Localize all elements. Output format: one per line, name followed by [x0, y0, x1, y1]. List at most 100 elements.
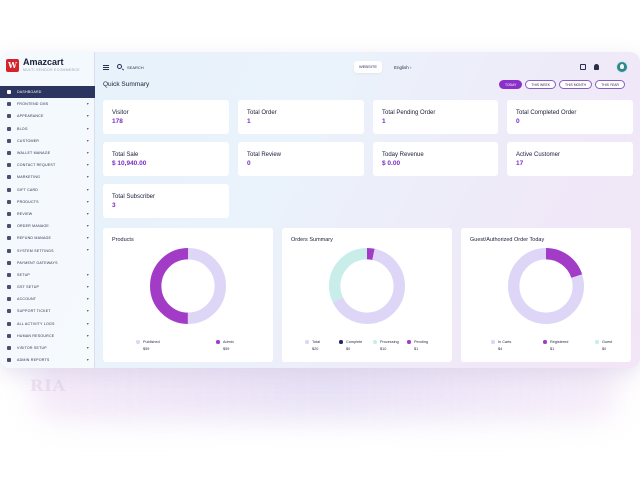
search-input[interactable]: SEARCH: [127, 65, 144, 70]
sidebar-item-label: MARKETING: [17, 175, 41, 180]
legend-dot: [491, 340, 495, 344]
legend-dot: [216, 340, 220, 344]
page-title: Quick Summary: [103, 81, 150, 88]
sidebar-item-label: ACCOUNT: [17, 297, 37, 302]
sidebar-item-label: ADMIN REPORTS: [17, 358, 50, 363]
chevron-down-icon: ▾: [86, 210, 89, 216]
legend-item[interactable]: Complete $0: [339, 340, 362, 351]
sidebar-item-icon: [7, 102, 11, 107]
sidebar-item[interactable]: ORDER MANAGE ▾: [0, 220, 95, 232]
sidebar-item[interactable]: DASHBOARD: [0, 86, 95, 99]
brand-logo: W: [6, 59, 19, 72]
sidebar-item-icon: [7, 163, 11, 168]
legend-item[interactable]: Processing $10: [373, 340, 399, 351]
sidebar-item[interactable]: BLOG ▾: [0, 123, 95, 135]
sidebar-item-icon: [7, 297, 11, 302]
sidebar-item-label: ORDER MANAGE: [17, 224, 49, 229]
summary-card: Total Review 0: [238, 142, 364, 176]
sidebar-item[interactable]: GST SETUP ▾: [0, 281, 95, 293]
legend-item[interactable]: Published $59: [136, 340, 160, 351]
legend-label: Admin: [223, 340, 234, 344]
legend-dot: [407, 340, 411, 344]
legend-value: $10: [380, 347, 387, 351]
legend-value: $59: [143, 347, 150, 351]
legend-dot: [136, 340, 140, 344]
sidebar-nav: DASHBOARD FRONTEND CMS ▾ APPEARANCE ▾ BLOG ▾ CU…: [0, 86, 95, 366]
sidebar-item[interactable]: APPEARANCE ▾: [0, 110, 95, 122]
sidebar-item[interactable]: PAYMENT GATEWAYS: [0, 257, 95, 269]
notification-bell-icon[interactable]: [594, 64, 599, 70]
filter-button[interactable]: THIS YEAR: [595, 80, 625, 89]
sidebar-item-label: REFUND MANAGE: [17, 236, 52, 241]
sidebar-item-label: SYSTEM SETTINGS: [17, 248, 54, 253]
sidebar-item-label: APPEARANCE: [17, 114, 44, 119]
legend-label: Processing: [380, 340, 399, 344]
donut-slice-in-carts[interactable]: [508, 248, 584, 324]
donut-slice-processing[interactable]: [329, 248, 405, 324]
sidebar-item-icon: [7, 199, 11, 204]
language-label: English: [394, 65, 409, 70]
legend-item[interactable]: Pending $1: [407, 340, 428, 351]
summary-card: Visitor 178: [103, 100, 229, 134]
legend-label: Published: [143, 340, 160, 344]
sidebar-item[interactable]: HUMAN RESOURCE ▾: [0, 330, 95, 342]
legend-item[interactable]: Guest $0: [595, 340, 612, 351]
sidebar-item[interactable]: MARKETING ▾: [0, 171, 95, 183]
sidebar-item[interactable]: REFUND MANAGE ▾: [0, 232, 95, 244]
chevron-down-icon: ▾: [86, 247, 89, 253]
sidebar-item[interactable]: VISITOR SETUP ▾: [0, 342, 95, 354]
summary-card: Total Subscriber 3: [103, 184, 229, 218]
legend-label: Pending: [414, 340, 428, 344]
filter-button[interactable]: THIS WEEK: [525, 80, 557, 89]
sidebar-item[interactable]: PRODUCTS ▾: [0, 196, 95, 208]
filter-button[interactable]: TODAY: [499, 80, 523, 89]
summary-card-label: Total Review: [247, 152, 282, 158]
donut-chart: [150, 248, 226, 324]
sidebar-item[interactable]: GIFT CARD ▾: [0, 184, 95, 196]
legend-item[interactable]: In Carts $4: [491, 340, 511, 351]
sidebar-item[interactable]: ADMIN REPORTS ▾: [0, 354, 95, 366]
sidebar-item[interactable]: WALLET MANAGE ▾: [0, 147, 95, 159]
sidebar-item[interactable]: SETUP ▾: [0, 269, 95, 281]
summary-card-label: Visitor: [112, 110, 129, 116]
brand-subtitle: MULTI VENDOR ECOMMERCE: [23, 68, 80, 72]
summary-card-label: Total Completed Order: [516, 110, 577, 116]
legend-value: $0: [602, 347, 607, 351]
sidebar-item-icon: [7, 333, 11, 338]
legend-item[interactable]: Registered $1: [543, 340, 569, 351]
website-button[interactable]: WEBSITE: [354, 61, 382, 73]
sidebar-item[interactable]: ALL ACTIVITY LOGS ▾: [0, 318, 95, 330]
legend-label: Registered: [550, 340, 569, 344]
sidebar-item[interactable]: FRONTEND CMS ▾: [0, 98, 95, 110]
chevron-down-icon: ▾: [86, 198, 89, 204]
user-avatar[interactable]: [616, 61, 628, 73]
summary-card-value: 178: [112, 118, 123, 125]
sidebar-item[interactable]: SYSTEM SETTINGS ▾: [0, 244, 95, 256]
legend-item[interactable]: Admin $59: [216, 340, 234, 351]
summary-card-label: Today Revenue: [382, 152, 424, 158]
legend-item[interactable]: Total $20: [305, 340, 320, 351]
donut-slice-total[interactable]: [329, 248, 405, 324]
legend-dot: [595, 340, 599, 344]
sidebar-item-label: GIFT CARD: [17, 187, 39, 192]
donut-chart: [508, 248, 584, 324]
chevron-down-icon: ▾: [86, 162, 89, 168]
sidebar-item-icon: [7, 138, 11, 143]
hamburger-menu-icon[interactable]: [103, 65, 109, 70]
sidebar-item-icon: [7, 114, 11, 119]
sidebar-item[interactable]: ACCOUNT ▾: [0, 293, 95, 305]
language-select[interactable]: English ›: [394, 65, 412, 70]
summary-card-label: Total Sale: [112, 152, 139, 158]
sidebar-item[interactable]: REVIEW ▾: [0, 208, 95, 220]
sidebar-item[interactable]: CUSTOMER ▾: [0, 135, 95, 147]
summary-card-label: Total Subscriber: [112, 194, 156, 200]
donut-slice-admin[interactable]: [150, 248, 226, 324]
fullscreen-icon[interactable]: [580, 64, 586, 70]
brand[interactable]: W Amazcart MULTI VENDOR ECOMMERCE: [6, 57, 94, 79]
filter-button[interactable]: THIS MONTH: [559, 80, 593, 89]
search-icon[interactable]: [117, 64, 122, 69]
sidebar-item[interactable]: CONTACT REQUEST ▾: [0, 159, 95, 171]
chart-title: Orders Summary: [291, 237, 333, 243]
sidebar-item[interactable]: SUPPORT TICKET ▾: [0, 305, 95, 317]
